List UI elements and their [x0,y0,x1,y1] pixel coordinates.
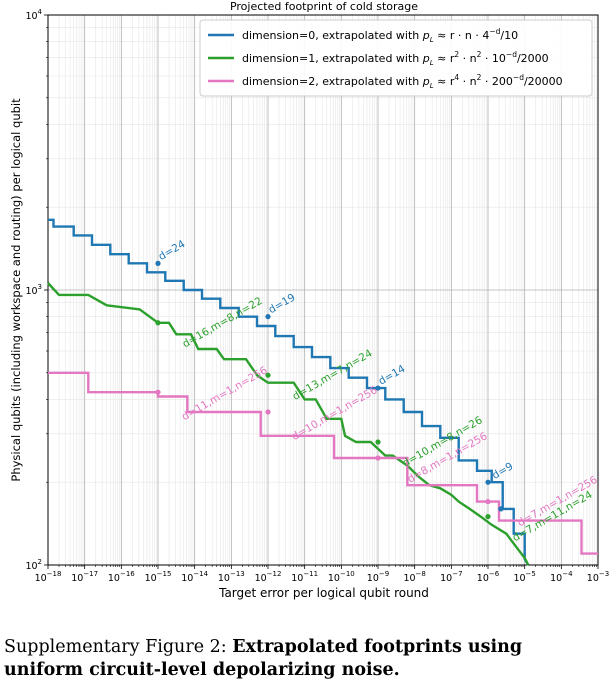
x-tick-label: 10−13 [218,570,245,584]
data-point-marker [265,372,271,378]
legend-entry: dimension=2, extrapolated with pL ≈ r4 ·… [242,73,563,90]
series-line-dimension=1 [47,282,530,566]
caption-lead: Supplementary Figure 2: [4,637,233,657]
chart-title: Projected footprint of cold storage [230,0,418,13]
chart: d=24d=19d=14d=9d=16,m=8,n=22d=13,m=7,n=2… [9,0,609,600]
x-tick-label: 10−18 [35,570,62,584]
data-point-marker [375,439,381,445]
data-point-marker [498,506,504,512]
caption-bold: Extrapolated footprints using uniform ci… [4,637,523,680]
marker-layer [155,260,504,520]
x-tick-label: 10−8 [403,570,425,584]
y-tick-label: 104 [25,8,42,22]
x-tick-label: 10−17 [71,570,98,584]
series-line-dimension=0 [48,218,530,566]
legend: dimension=0, extrapolated with pL ≈ r · … [199,19,593,97]
x-tick-label: 10−12 [255,570,282,584]
data-point-marker [265,314,271,320]
tick-layer: 10−18 10−17 10−16 10−15 10−14 10−13 10−12 10−11… [25,8,609,584]
x-tick-label: 10−6 [477,570,500,584]
data-label: d=19 [267,291,298,316]
data-point-marker [485,479,491,485]
data-label: d=24 [157,238,188,263]
x-tick-label: 10−3 [587,570,609,584]
legend-box [199,19,593,97]
x-tick-label: 10−11 [291,570,318,584]
legend-entry: dimension=0, extrapolated with pL ≈ r · … [242,27,518,44]
data-point-marker [155,389,161,395]
legend-entry: dimension=1, extrapolated with pL ≈ r2 ·… [242,50,549,67]
series-line-dimension=2 [48,371,598,555]
data-point-marker [375,385,381,391]
figure-caption: Supplementary Figure 2: Extrapolated foo… [4,636,604,682]
x-tick-label: 10−9 [367,570,389,584]
x-tick-label: 10−10 [328,570,355,584]
data-point-marker [155,260,161,266]
data-label: d=14 [377,363,408,388]
x-tick-label: 10−4 [550,570,573,584]
data-point-marker [485,499,491,505]
data-label: d=9 [490,460,515,481]
data-point-marker [265,409,271,415]
x-tick-label: 10−7 [440,570,462,584]
x-tick-label: 10−5 [513,570,535,584]
x-tick-label: 10−16 [108,570,135,584]
data-point-marker [485,513,491,520]
series-layer [47,218,598,566]
y-axis-label: Physical qubits (including workspace and… [9,98,23,482]
x-tick-label: 10−15 [145,570,172,584]
data-point-marker [155,320,161,326]
x-axis-label: Target error per logical qubit round [218,586,429,600]
x-tick-label: 10−14 [181,570,208,584]
y-tick-label: 102 [25,558,42,572]
y-tick-label: 103 [25,283,42,297]
data-point-marker [375,455,381,461]
